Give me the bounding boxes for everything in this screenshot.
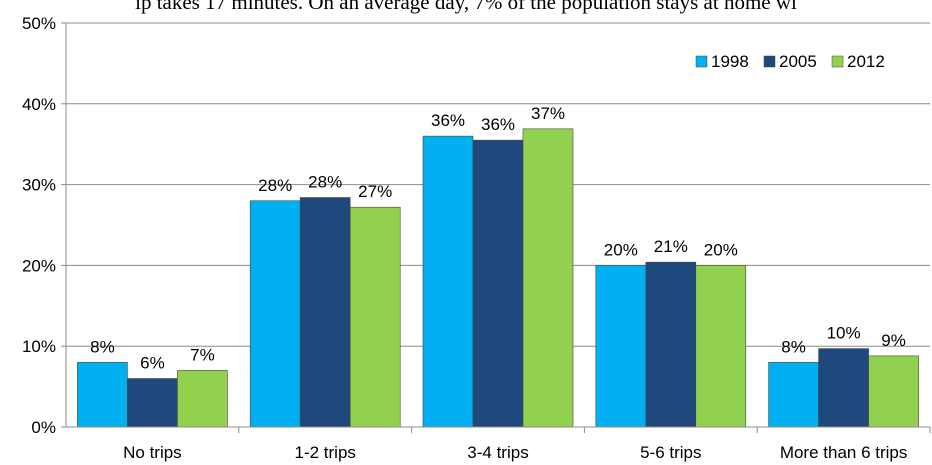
bar-2005-0 [127,378,178,428]
x-tick-label: 1-2 trips [294,443,355,462]
x-tick-label: 5-6 trips [640,443,701,462]
bar-1998-2 [422,135,474,428]
bar-2012-0 [177,370,228,428]
legend-label-1998: 1998 [711,52,749,71]
bar-2005-1 [299,197,351,428]
legend-label-2012: 2012 [847,52,885,71]
data-label: 37% [531,104,565,123]
legend-swatch-1998 [695,55,708,68]
data-label: 7% [190,345,215,364]
data-label: 27% [358,182,392,201]
y-tick-label: 0% [31,418,56,437]
x-tick-label: No trips [123,443,182,462]
x-tick-label: 3-4 trips [467,443,528,462]
data-label: 28% [308,173,342,192]
data-label: 6% [140,354,165,373]
bar-2012-3 [695,265,747,428]
legend-label-2005: 2005 [779,52,817,71]
bar-1998-1 [249,200,301,428]
data-label: 21% [654,237,688,256]
y-tick-label: 50% [22,14,56,33]
bar-2012-2 [522,128,574,428]
data-labels: 8% 6% 7% 28% 28% 27% 36% 36% 37% 20% 21% 20% 8% 10% 9% [90,104,906,373]
bar-1998-4 [768,362,819,428]
data-label: 36% [481,115,515,134]
data-label: 20% [604,240,638,259]
x-tick-label: More than 6 trips [780,443,908,462]
legend-swatch-2005 [763,55,776,68]
data-label: 20% [704,240,738,259]
bars [77,128,919,428]
bar-2005-4 [818,348,869,428]
y-tick-label: 30% [22,176,56,195]
data-label: 10% [827,324,861,343]
bar-2012-1 [349,206,401,428]
data-label: 8% [781,337,806,356]
y-axis: 0% 10% 20% 30% 40% 50% [22,14,67,437]
bar-2005-2 [472,139,524,428]
data-label: 36% [431,111,465,130]
data-label: 28% [258,176,292,195]
header-text: ip takes 17 minutes. On an average day, … [135,0,797,14]
bar-1998-3 [595,265,647,428]
y-tick-label: 40% [22,95,56,114]
x-axis: No trips 1-2 trips 3-4 trips 5-6 trips More … [66,426,931,462]
bar-2012-4 [868,355,919,428]
legend-swatch-2012 [831,55,844,68]
bar-1998-0 [77,362,128,428]
y-tick-label: 10% [22,337,56,356]
data-label: 9% [881,331,906,350]
bar-2005-3 [645,261,697,428]
legend: 1998 2005 2012 [695,52,885,71]
data-label: 8% [90,337,115,356]
y-tick-label: 20% [22,256,56,275]
